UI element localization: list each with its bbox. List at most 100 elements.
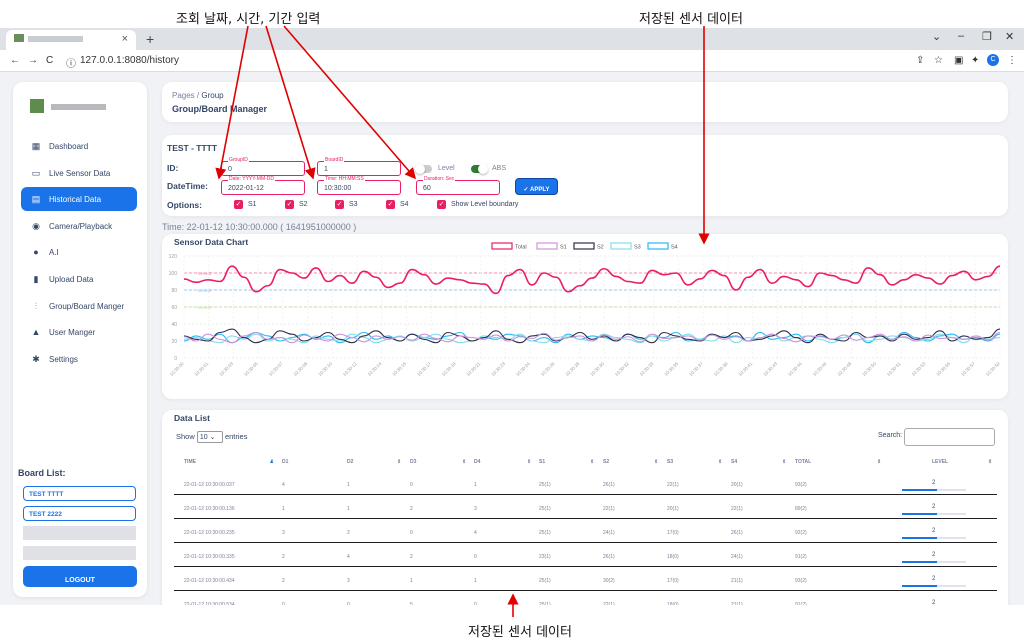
table-cell: 1 [410, 578, 413, 584]
legend-label-total: Total [515, 245, 527, 251]
tab-search-icon[interactable]: ⌄ [932, 31, 942, 43]
maximize-icon[interactable]: ❐ [982, 31, 992, 43]
sort-icon[interactable]: ⇕ [718, 459, 723, 465]
x-tick-label: 10:30:07 [268, 361, 284, 377]
sort-icon[interactable]: ⇕ [654, 459, 659, 465]
time-input[interactable]: Time: HH:MM:SS 10:30:00 [317, 176, 401, 195]
group-id-value: 0 [228, 166, 232, 173]
table-cell: 0 [474, 602, 477, 605]
forward-icon[interactable]: → [28, 55, 38, 66]
level-toggle[interactable] [415, 164, 432, 174]
toggle-knob [415, 164, 425, 174]
info-icon[interactable]: ⓘ [66, 59, 76, 70]
column-header-s3[interactable]: S3 [667, 459, 674, 465]
close-tab-icon[interactable]: × [121, 33, 128, 45]
search-input[interactable] [904, 428, 995, 446]
sidebar-item-dashboard[interactable]: ▦ Dashboard [21, 134, 137, 158]
table-cell: 2 [410, 554, 413, 560]
column-header-d4[interactable]: D4 [474, 459, 481, 465]
table-cell: 22-01-12 10:30:00.037 [184, 482, 235, 488]
column-header-total[interactable]: TOTAL [795, 459, 812, 465]
board-item-blurred[interactable] [23, 526, 136, 540]
sort-asc-icon[interactable]: ▲ [269, 459, 274, 465]
board-item-blurred[interactable] [23, 546, 136, 560]
sort-icon[interactable]: ⇕ [397, 459, 402, 465]
sort-icon[interactable]: ⇕ [782, 459, 787, 465]
column-header-d1[interactable]: D1 [282, 459, 289, 465]
breadcrumb-root[interactable]: Pages [172, 91, 195, 100]
entries-value: 10 [199, 434, 208, 441]
sidebar-item-user-manger[interactable]: ▲ User Manger [21, 320, 137, 344]
s2-checkbox[interactable]: ✓ [285, 200, 294, 209]
star-icon[interactable]: ☆ [934, 55, 943, 66]
logout-button[interactable]: LOGOUT [23, 566, 137, 587]
table-cell: 26(1) [603, 554, 615, 560]
extensions-icon[interactable]: ✦ [971, 55, 980, 66]
column-header-level[interactable]: LEVEL [932, 459, 949, 465]
abs-toggle[interactable] [471, 164, 488, 174]
table-cell: 26(1) [731, 530, 743, 536]
legend-swatch-s2 [573, 242, 595, 250]
duration-input[interactable]: Duration: Sec 60 [416, 176, 500, 195]
new-tab-button[interactable]: + [146, 31, 155, 47]
breadcrumb: Pages / Group [172, 91, 224, 100]
column-header-s4[interactable]: S4 [731, 459, 738, 465]
minimize-icon[interactable]: – [958, 30, 965, 42]
url-field[interactable]: 127.0.0.1:8080/history [80, 55, 179, 66]
apply-button[interactable]: ✓ APPLY [515, 178, 558, 195]
board-item-test-tttt[interactable]: TEST TTTT [23, 486, 136, 501]
s3-checkbox[interactable]: ✓ [335, 200, 344, 209]
sort-icon[interactable]: ⇕ [988, 459, 993, 465]
level-value: 2 [932, 576, 936, 582]
sort-icon[interactable]: ⇕ [590, 459, 595, 465]
board-item-test-2222[interactable]: TEST 2222 [23, 506, 136, 521]
menu-icon[interactable]: ⋮ [1007, 55, 1017, 66]
sidebar-item-group-board-manger[interactable]: ⫶ Group/Board Manger [21, 294, 137, 318]
sidebar-item-camera-playback[interactable]: ◉ Camera/Playback [21, 214, 137, 238]
sort-icon[interactable]: ⇕ [877, 459, 882, 465]
entries-select[interactable]: 10 ⌄ [196, 431, 223, 443]
table-cell: 18(0) [667, 554, 679, 560]
group-id-input[interactable]: GroupID 0 [221, 157, 305, 176]
sort-icon[interactable]: ⇕ [270, 459, 275, 465]
level-value: 2 [932, 480, 936, 486]
sidebar-item-upload-data[interactable]: ▮ Upload Data [21, 267, 137, 291]
x-tick-label: 10:30:57 [960, 361, 976, 377]
x-tick-label: 10:30:24 [515, 361, 531, 377]
level-boundary-checkbox[interactable]: ✓ [437, 200, 446, 209]
breadcrumb-separator: / [196, 91, 200, 100]
table-cell: 2 [282, 554, 285, 560]
date-input[interactable]: Date: YYYY-MM-DD 2022-01-12 [221, 176, 305, 195]
profile-avatar[interactable]: C [987, 54, 999, 66]
sidebar-item-a-i[interactable]: ● A.I [21, 240, 137, 264]
sidebar-item-settings[interactable]: ✱ Settings [21, 347, 137, 371]
x-tick-label: 10:30:15 [391, 361, 407, 377]
back-icon[interactable]: ← [10, 55, 20, 66]
board-id-input[interactable]: BoardID 1 [317, 157, 401, 176]
reload-icon[interactable]: C [46, 55, 54, 66]
column-header-d2[interactable]: D2 [347, 459, 354, 465]
close-window-icon[interactable]: ✕ [1005, 31, 1015, 43]
legend-swatch-s3 [610, 242, 632, 250]
sidebar-item-live-sensor-data[interactable]: ▭ Live Sensor Data [21, 161, 137, 185]
column-header-time[interactable]: TIME [184, 459, 196, 465]
x-tick-label: 10:30:01 [194, 361, 210, 377]
sidebar-item-historical-data[interactable]: ▤ Historical Data [21, 187, 137, 212]
row-divider [174, 590, 997, 591]
s4-checkbox[interactable]: ✓ [386, 200, 395, 209]
browser-tab[interactable]: × [6, 30, 136, 50]
sort-icon[interactable]: ⇕ [527, 459, 532, 465]
column-header-s1[interactable]: S1 [539, 459, 546, 465]
column-header-d3[interactable]: D3 [410, 459, 417, 465]
column-header-s2[interactable]: S2 [603, 459, 610, 465]
entries-label: entries [224, 431, 248, 441]
table-cell: 0 [474, 554, 477, 560]
s1-checkbox[interactable]: ✓ [234, 200, 243, 209]
cast-icon[interactable]: ▣ [954, 55, 964, 66]
share-icon[interactable]: ⇪ [916, 55, 925, 66]
level-bar [902, 561, 938, 563]
sort-icon[interactable]: ⇕ [462, 459, 467, 465]
x-tick-label: 10:30:08 [292, 361, 308, 377]
page-title: Group/Board Manager [172, 104, 268, 114]
annotation-input: 조회 날짜, 시간, 기간 입력 [176, 12, 321, 27]
